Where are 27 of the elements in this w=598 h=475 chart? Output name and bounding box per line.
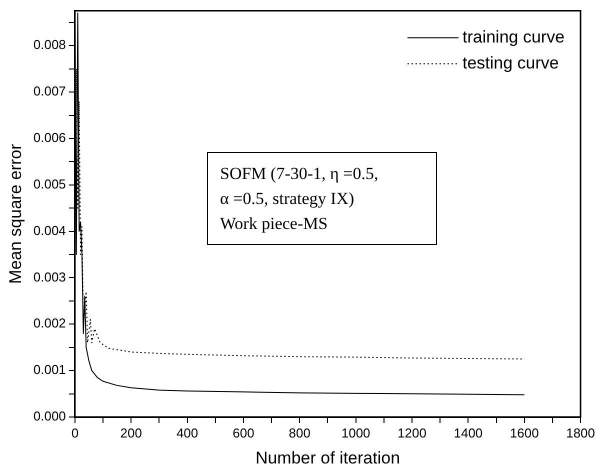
x-tick-label: 600	[232, 425, 254, 440]
x-tick-label: 0	[71, 425, 79, 440]
y-axis-title: Mean square error	[6, 144, 25, 284]
x-tick-label: 1400	[454, 425, 483, 440]
y-tick-label: 0.007	[33, 84, 66, 99]
annotation: SOFM (7-30-1, η =0.5,	[220, 163, 380, 185]
y-tick-label: 0.008	[33, 37, 66, 52]
y-tick-label: 0.005	[33, 176, 66, 192]
y-tick-label: 0.006	[33, 130, 66, 146]
x-tick-label: 400	[176, 425, 198, 440]
x-tick-label: 1600	[510, 425, 539, 440]
legend-label: training curve	[462, 27, 565, 46]
x-tick-label: 1800	[566, 425, 595, 440]
y-tick-label: 0.000	[33, 408, 66, 424]
x-tick-label: 200	[120, 425, 142, 440]
annotation: α =0.5, strategy IX)	[220, 188, 356, 210]
y-tick-label: 0.001	[33, 362, 66, 378]
x-tick-label: 1000	[341, 425, 370, 440]
x-axis-title: Number of iteration	[255, 448, 400, 468]
y-tick-label: 0.003	[33, 269, 66, 284]
y-tick-label: 0.002	[33, 316, 66, 331]
note-box: SOFM (7-30-1, η =0.5, α =0.5, strategy IX) Work piece-MS	[207, 152, 437, 245]
y-tick-label: 0.004	[33, 222, 66, 238]
legend-label: testing curve	[462, 53, 559, 72]
x-tick-label: 1200	[398, 425, 426, 440]
x-tick-label: 800	[288, 425, 310, 440]
annotation: Work piece-MS	[220, 213, 329, 235]
